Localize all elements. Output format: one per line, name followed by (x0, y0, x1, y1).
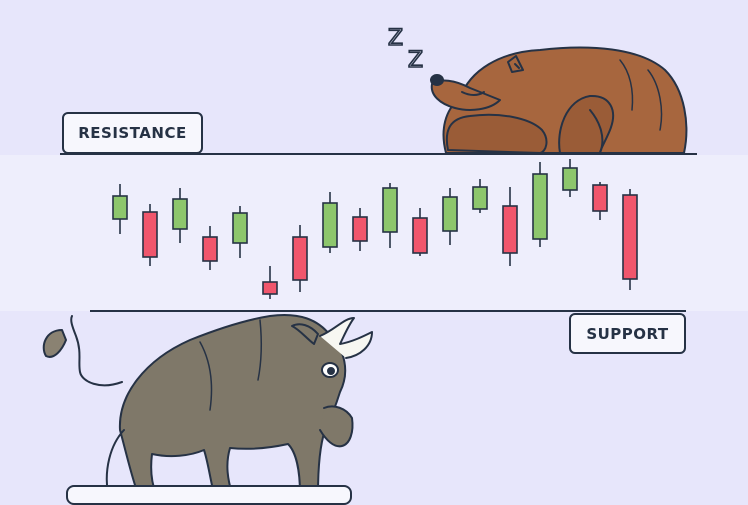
bearish-candle (622, 194, 638, 280)
bearish-candle (592, 184, 608, 212)
bullish-candle (322, 202, 338, 248)
bullish-candle (232, 212, 248, 244)
bull-illustration (42, 314, 373, 494)
bullish-candle (112, 195, 128, 220)
bullish-candle (172, 198, 188, 230)
bearish-candle (412, 217, 428, 254)
pedestal-box (66, 485, 352, 505)
sleep-z-icon: Z (408, 48, 423, 73)
bearish-candle (202, 236, 218, 262)
bearish-candle (292, 236, 308, 281)
bullish-candle (562, 167, 578, 191)
bullish-candle (442, 196, 458, 232)
bearish-candle (262, 281, 278, 295)
sleep-z-icon: Z (388, 26, 403, 51)
illustration-scene: Z Z (42, 25, 697, 494)
bullish-candle (382, 187, 398, 233)
support-label: SUPPORT (569, 313, 686, 354)
bearish-candle (142, 211, 158, 258)
bullish-candle (532, 173, 548, 240)
bearish-candle (352, 216, 368, 242)
sleeping-bear-illustration (430, 46, 688, 154)
bearish-candle (502, 205, 518, 254)
bullish-candle (472, 186, 488, 210)
resistance-label: RESISTANCE (62, 112, 203, 154)
candlestick-chart (112, 159, 638, 299)
